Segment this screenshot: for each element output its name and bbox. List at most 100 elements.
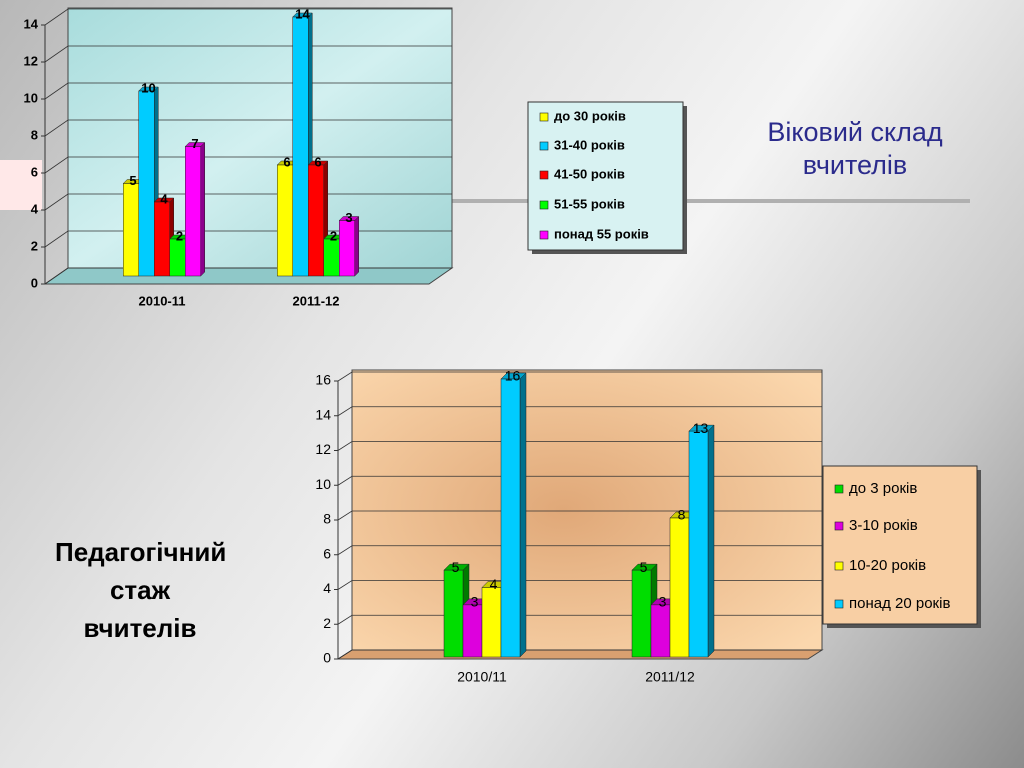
data-label: 8 (678, 507, 686, 523)
grid-line (337, 580, 822, 590)
data-label: 5 (640, 559, 648, 575)
data-label: 10 (141, 80, 155, 95)
data-label: 2 (176, 228, 183, 243)
legend-label: 41-50 років (554, 166, 625, 181)
y-tick-label: 14 (315, 406, 331, 422)
bar (184, 141, 206, 277)
chart-title: Педагогічний стаж вчителів (55, 537, 227, 643)
y-tick-label: 4 (323, 580, 331, 596)
y-tick-label: 8 (323, 511, 331, 527)
bar (138, 86, 159, 277)
legend-swatch (834, 484, 844, 494)
data-label: 6 (314, 154, 321, 169)
data-label: 3 (345, 210, 352, 225)
data-label: 14 (295, 6, 310, 21)
data-label: 13 (693, 420, 709, 436)
legend-swatch (539, 200, 549, 210)
y-tick-label: 12 (24, 53, 38, 68)
bar-front (154, 201, 170, 277)
x-tick-label: 2011-12 (293, 293, 340, 308)
grid-line (337, 371, 822, 382)
legend-swatch (834, 561, 844, 571)
y-tick-label: 6 (323, 545, 331, 561)
data-label: 5 (452, 559, 460, 575)
legend-swatch (539, 112, 549, 122)
data-label: 6 (283, 154, 290, 169)
y-tick-label: 10 (24, 90, 38, 105)
data-label: 2 (330, 228, 337, 243)
legend-label: 51-55 років (554, 196, 625, 211)
legend-label: до 30 років (554, 108, 626, 123)
legend-swatch (539, 230, 549, 240)
x-tick-label: 2010-11 (139, 293, 186, 308)
bar-front (669, 517, 690, 658)
legend-label: 3-10 років (849, 517, 918, 534)
y-tick-label: 0 (323, 650, 331, 666)
data-label: 4 (490, 576, 498, 592)
grid-line (44, 82, 452, 100)
y-tick-label: 16 (315, 372, 331, 388)
bar-front (462, 604, 483, 658)
grid-line (44, 119, 452, 137)
grid-line (337, 510, 822, 521)
chart-title: Віковий склад вчителів (767, 117, 943, 180)
legend-label: понад 20 років (849, 595, 950, 612)
bar-front (339, 220, 355, 277)
bar-front (323, 238, 340, 277)
bar-front (185, 146, 201, 277)
bar-side (200, 141, 205, 277)
legend-swatch (834, 599, 844, 609)
x-tick-label: 2010/11 (457, 669, 507, 685)
bar-front (277, 164, 293, 277)
grid-line (337, 441, 822, 451)
grid-line (44, 8, 452, 26)
legend (822, 465, 978, 625)
legend-label: понад 55 років (554, 226, 649, 241)
grid-line (44, 45, 452, 63)
bar-front (500, 378, 521, 658)
bar (688, 424, 715, 658)
y-tick-label: 10 (315, 476, 331, 492)
legend-label: 10-20 років (849, 557, 926, 574)
grid-line (337, 475, 822, 486)
grid-line (337, 406, 822, 417)
y-tick-label: 0 (31, 275, 38, 290)
bar-front (138, 90, 155, 277)
y-tick-label: 8 (31, 127, 38, 142)
bar-front (688, 430, 709, 658)
bar (500, 372, 527, 658)
grid-line (337, 545, 822, 556)
bar-front (443, 569, 464, 658)
legend-swatch (539, 170, 549, 180)
data-label: 3 (471, 594, 479, 610)
y-tick-label: 2 (31, 238, 38, 253)
bar-front (650, 604, 671, 658)
bar-front (292, 16, 309, 277)
y-tick-label: 2 (323, 615, 331, 631)
y-tick-label: 14 (24, 16, 39, 31)
data-label: 7 (191, 136, 198, 151)
bar-side (519, 372, 527, 658)
decoration (0, 160, 42, 210)
data-label: 3 (659, 594, 667, 610)
plot-floor (43, 267, 454, 285)
bar-front (631, 569, 652, 658)
legend (527, 101, 684, 251)
bar (338, 215, 360, 277)
plot-wall (351, 369, 823, 651)
bar-front (308, 164, 324, 277)
bar-front (481, 587, 502, 658)
data-label: 5 (129, 173, 136, 188)
bar-front (169, 238, 186, 277)
data-label: 4 (160, 191, 168, 206)
y-tick-label: 6 (31, 164, 38, 179)
bar-front (123, 183, 139, 277)
grid-line (44, 156, 452, 174)
legend-swatch (834, 521, 844, 531)
legend-label: 31-40 років (554, 137, 625, 152)
y-tick-label: 12 (315, 441, 331, 457)
legend-label: до 3 років (849, 480, 917, 497)
legend-swatch (539, 141, 549, 151)
data-label: 16 (505, 368, 521, 384)
